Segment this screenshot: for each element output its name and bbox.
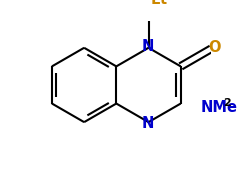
Text: O: O	[208, 40, 221, 55]
Text: 2: 2	[224, 98, 231, 108]
Text: Et: Et	[150, 0, 167, 7]
Text: N: N	[142, 39, 154, 54]
Text: NMe: NMe	[200, 100, 237, 115]
Text: N: N	[141, 116, 154, 130]
